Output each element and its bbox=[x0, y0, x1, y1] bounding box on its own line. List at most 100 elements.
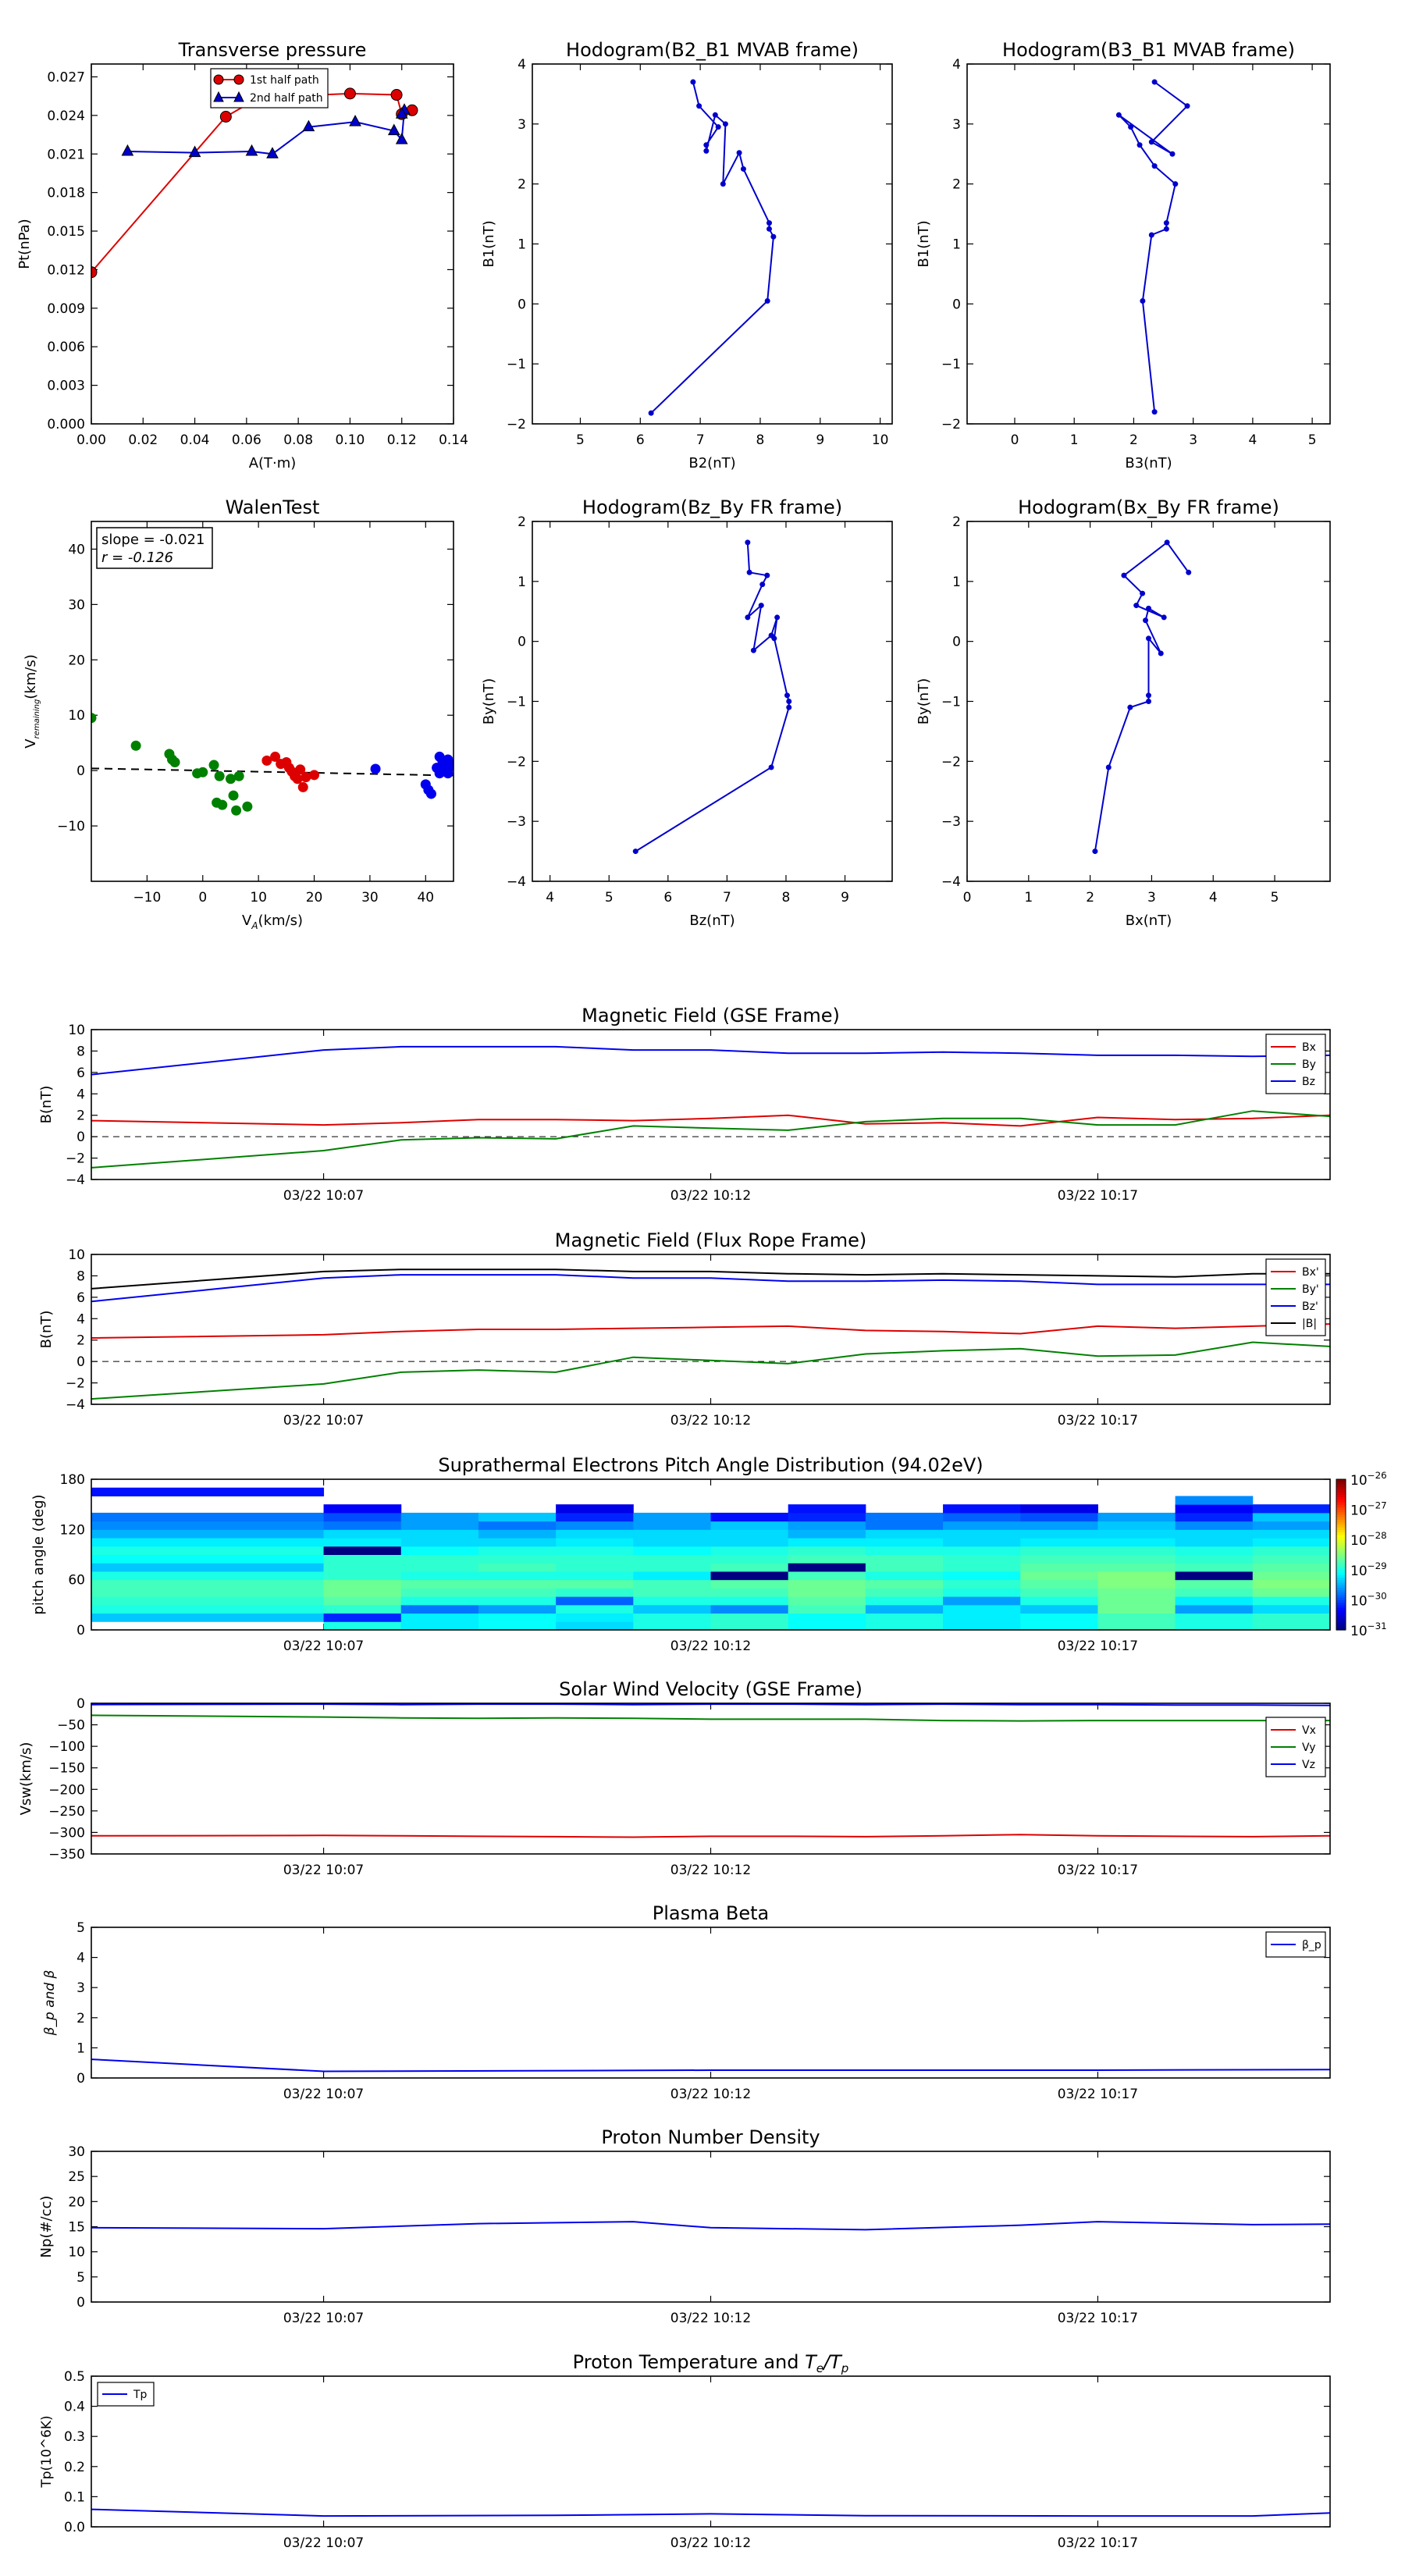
legend-label: Vx bbox=[1302, 1724, 1316, 1737]
x-tick-label: 03/22 10:07 bbox=[283, 1863, 364, 1878]
data-point bbox=[1092, 849, 1098, 855]
heatmap-cell bbox=[556, 1563, 634, 1572]
y-tick-label: −4 bbox=[66, 1397, 85, 1413]
y-tick-label: 3 bbox=[76, 1980, 85, 1996]
heatmap-cell bbox=[323, 1596, 402, 1606]
data-point bbox=[169, 757, 180, 768]
heatmap-cell bbox=[1097, 1554, 1176, 1564]
y-tick-label: 0 bbox=[76, 2071, 85, 2087]
y-tick-label: 3 bbox=[518, 117, 526, 133]
x-tick-label: 8 bbox=[782, 890, 791, 906]
heatmap-cell bbox=[1097, 1588, 1176, 1597]
axes-frame bbox=[532, 521, 893, 882]
heatmap-cell bbox=[1252, 1571, 1331, 1581]
y-tick-label: 0.1 bbox=[64, 2489, 85, 2505]
heatmap-cell bbox=[556, 1604, 634, 1614]
heatmap-cell bbox=[633, 1512, 711, 1522]
data-point bbox=[690, 79, 696, 85]
heatmap-cell bbox=[1252, 1604, 1331, 1614]
colorbar-segment bbox=[1336, 1620, 1346, 1623]
data-point bbox=[225, 774, 236, 785]
heatmap-cell bbox=[1097, 1571, 1176, 1581]
x-tick-label: 03/22 10:12 bbox=[670, 1863, 751, 1878]
heatmap-cell bbox=[400, 1571, 479, 1581]
colorbar-segment bbox=[1336, 1562, 1346, 1565]
heatmap-cell bbox=[1175, 1604, 1254, 1614]
heatmap-cell bbox=[478, 1563, 557, 1572]
y-tick-label: 0.012 bbox=[47, 262, 85, 278]
x-axis-label-sub: A bbox=[251, 920, 258, 931]
y-tick-label: 0.003 bbox=[47, 379, 85, 394]
data-point bbox=[1146, 692, 1151, 699]
data-point bbox=[349, 115, 361, 126]
x-tick-label: 3 bbox=[1189, 432, 1197, 448]
x-tick-label: 0.06 bbox=[232, 432, 261, 448]
colorbar-segment bbox=[1336, 1617, 1346, 1621]
x-tick-label: 0.14 bbox=[439, 432, 468, 448]
data-point bbox=[786, 704, 792, 710]
heatmap-cell bbox=[788, 1529, 866, 1539]
data-point bbox=[766, 226, 772, 232]
data-point bbox=[443, 768, 454, 779]
heatmap-cell bbox=[633, 1554, 711, 1564]
heatmap-cell bbox=[1252, 1538, 1331, 1547]
data-point bbox=[292, 774, 303, 785]
heatmap-cell bbox=[400, 1579, 479, 1589]
x-tick-label: 0 bbox=[1011, 432, 1019, 448]
colorbar-segment bbox=[1336, 1602, 1346, 1606]
y-tick-label: −4 bbox=[66, 1172, 85, 1188]
y-tick-label: 30 bbox=[68, 597, 85, 613]
data-point bbox=[696, 103, 702, 109]
heatmap-cell bbox=[865, 1546, 944, 1555]
colorbar-segment bbox=[1336, 1544, 1346, 1548]
heatmap-cell bbox=[1175, 1512, 1254, 1522]
data-point bbox=[770, 233, 777, 240]
colorbar-segment bbox=[1336, 1599, 1346, 1603]
data-point bbox=[1148, 232, 1154, 238]
colorbar-segment bbox=[1336, 1559, 1346, 1563]
data-point bbox=[746, 569, 752, 575]
heatmap-cell bbox=[865, 1588, 944, 1597]
y-tick-label: 2 bbox=[518, 514, 526, 530]
y-tick-label: 4 bbox=[952, 57, 961, 73]
heatmap-cell bbox=[788, 1579, 866, 1589]
heatmap-cell bbox=[478, 1529, 557, 1539]
heatmap-cell bbox=[400, 1512, 479, 1522]
heatmap-cell bbox=[556, 1596, 634, 1606]
heatmap-cell bbox=[865, 1604, 944, 1614]
heatmap-cell bbox=[943, 1521, 1021, 1530]
heatmap-cell bbox=[1097, 1538, 1176, 1547]
data-point bbox=[309, 770, 320, 781]
heatmap-cell bbox=[710, 1621, 789, 1631]
heatmap-cell bbox=[1175, 1563, 1254, 1572]
heatmap-cell bbox=[1175, 1554, 1254, 1564]
data-point bbox=[764, 297, 770, 304]
colorbar-segment bbox=[1336, 1627, 1346, 1631]
axes-frame bbox=[91, 2151, 1331, 2303]
data-point bbox=[425, 788, 436, 799]
colorbar-tick-label-exp: −28 bbox=[1368, 1530, 1387, 1541]
heatmap-cell bbox=[865, 1538, 944, 1547]
heatmap-cell bbox=[91, 1512, 325, 1522]
y-tick-label: 1 bbox=[518, 237, 526, 253]
x-tick-label: 03/22 10:07 bbox=[283, 2087, 364, 2102]
heatmap-cell bbox=[1020, 1596, 1098, 1606]
heatmap-cell bbox=[943, 1512, 1021, 1522]
heatmap-cell bbox=[788, 1546, 866, 1555]
heatmap-cell bbox=[788, 1571, 866, 1581]
colorbar-segment bbox=[1336, 1592, 1346, 1596]
heatmap-cell bbox=[710, 1554, 789, 1564]
x-tick-label: 7 bbox=[723, 890, 731, 906]
heatmap-cell bbox=[91, 1521, 325, 1530]
data-point bbox=[130, 740, 141, 751]
x-tick-label: 4 bbox=[1209, 890, 1218, 906]
heatmap-cell bbox=[633, 1604, 711, 1614]
colorbar-segment bbox=[1336, 1509, 1346, 1513]
data-point bbox=[1158, 650, 1164, 656]
heatmap-cell bbox=[323, 1579, 402, 1589]
x-axis-label-unit: (km/s) bbox=[258, 913, 303, 929]
series-line-β_p bbox=[91, 2058, 1330, 2073]
heatmap-cell bbox=[633, 1529, 711, 1539]
data-point bbox=[1143, 617, 1149, 624]
heatmap-cell bbox=[943, 1613, 1021, 1622]
